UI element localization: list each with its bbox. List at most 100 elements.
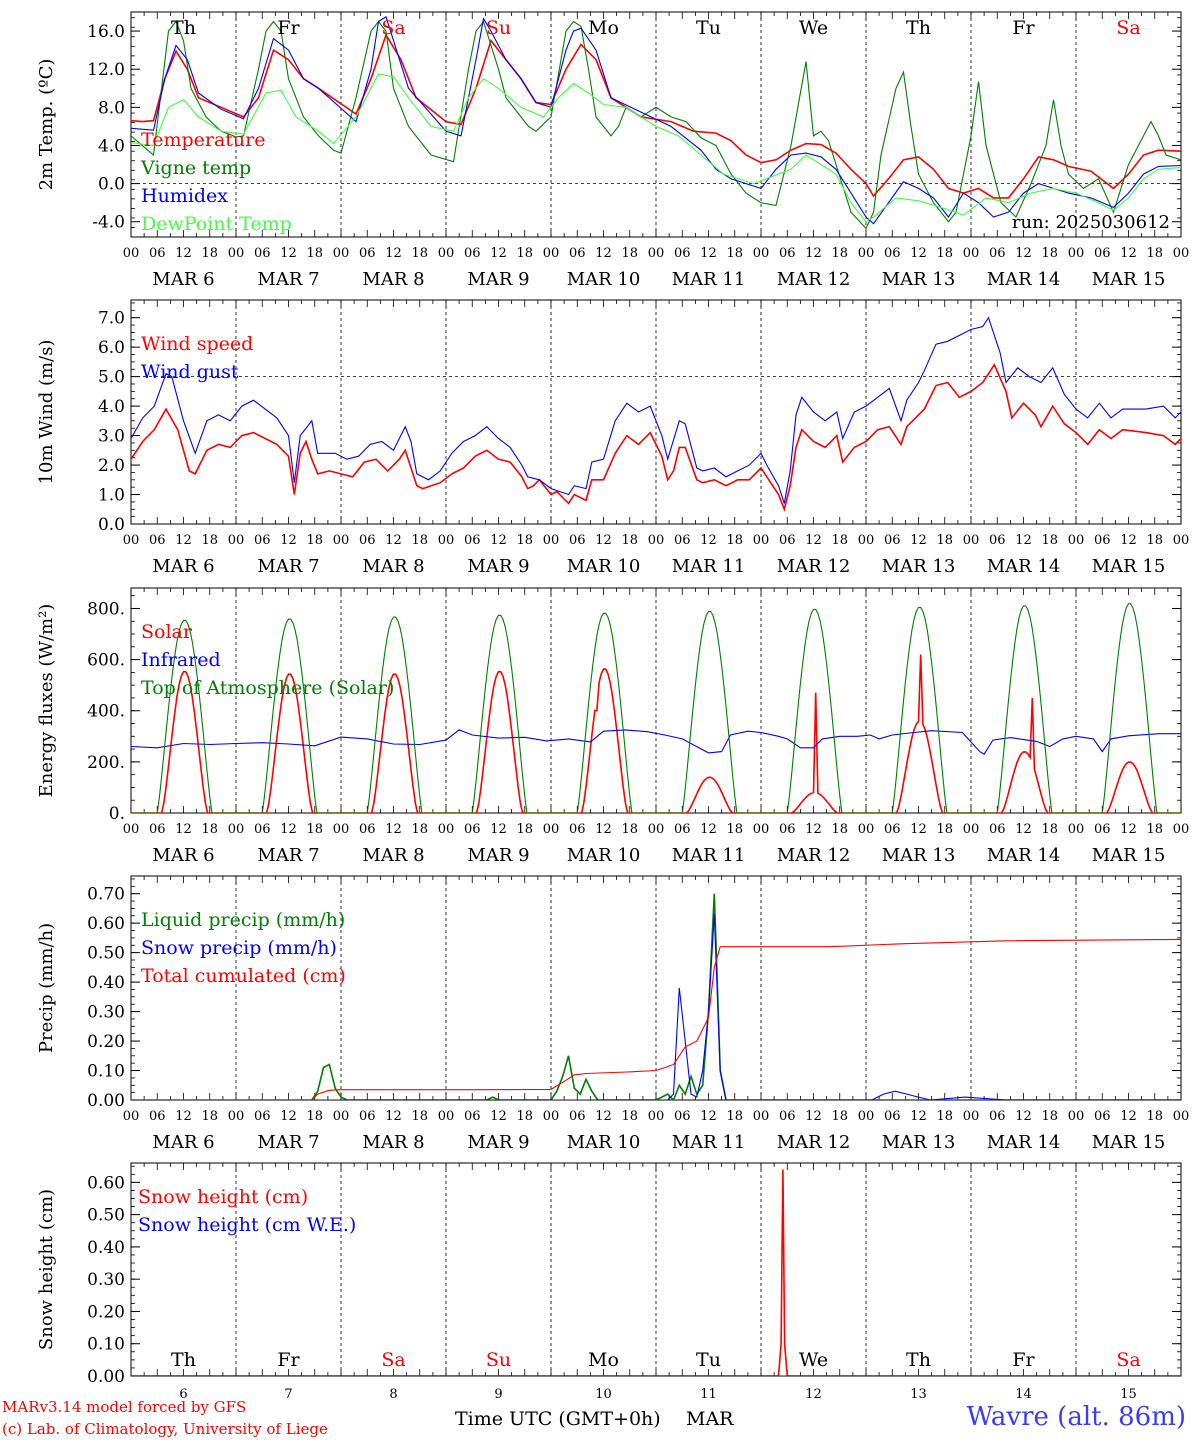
hour-tick-label: 12 [1120,822,1137,837]
hour-tick-label: 12 [910,246,927,261]
date-label: MAR 6 [152,845,214,866]
hour-tick-label: 12 [175,533,192,548]
hour-tick-label: 06 [254,246,271,261]
hour-tick-label: 00 [963,822,980,837]
hour-tick-label: 18 [936,246,953,261]
hour-tick-label: 12 [1120,533,1137,548]
station-name: Wavre (alt. 86m) [966,1402,1186,1432]
hour-tick-label: 06 [254,533,271,548]
hour-tick-label: 18 [831,822,848,837]
y-tick-label: 0.30 [87,1003,125,1023]
hour-tick-label: 00 [123,246,140,261]
hour-tick-label: 00 [438,1109,455,1124]
hour-tick-label: 00 [858,246,875,261]
hour-tick-label: 00 [1173,533,1190,548]
hour-tick-label: 12 [385,533,402,548]
date-label: MAR 12 [777,845,851,866]
legend-entry: Total cumulated (cm) [141,965,346,987]
panel-4: 0.00 0.10 0.20 0.30 0.40 0.50 0.60 0.70 Precip (… [36,875,1189,1153]
hour-tick-label: 18 [726,822,743,837]
hour-tick-label: 18 [411,822,428,837]
hour-tick-label: 00 [858,533,875,548]
run-label: run: 2025030612 [1012,212,1170,233]
hour-tick-label: 06 [674,822,691,837]
date-label: MAR 11 [672,845,746,866]
y-tick-label: 0.20 [87,1302,125,1322]
hour-tick-label: 06 [779,1109,796,1124]
hour-tick-label: 12 [280,246,297,261]
y-tick-label: 0.20 [87,1032,125,1052]
hour-tick-label: 12 [280,533,297,548]
y-axis-label: Snow height (cm) [36,1189,57,1350]
hour-tick-label: 18 [621,246,638,261]
day-number-label: 9 [494,1387,502,1402]
series-line-1 [131,914,1181,1100]
hour-tick-label: 00 [648,533,665,548]
date-label: MAR 8 [362,845,424,866]
panel-1: -4.0 0.0 4.0 8.0 12.0 16.0 2m Temp. (ºC) 00 06 12… [36,11,1189,290]
hour-tick-label: 00 [123,533,140,548]
y-tick-label: 0.0 [98,175,125,195]
legend-entry: Snow height (cm W.E.) [138,1214,356,1236]
date-label: MAR 15 [1092,269,1166,290]
legend-entry: Wind speed [141,333,253,355]
weekday-label: Su [486,1349,511,1371]
hour-tick-label: 18 [411,533,428,548]
hour-tick-label: 18 [306,533,323,548]
legend-entry: Humidex [141,185,228,207]
hour-tick-label: 18 [1146,822,1163,837]
y-tick-label: 0.50 [87,1206,125,1226]
panel-5: 0.00 0.10 0.20 0.30 0.40 0.50 0.60 Snow height … [36,1162,1182,1387]
hour-tick-label: 06 [779,822,796,837]
hour-tick-label: 18 [1041,1109,1058,1124]
date-label: MAR 14 [987,1132,1061,1153]
series-line-0 [131,654,1181,813]
legend-entry: Solar [141,621,193,643]
hour-tick-label: 12 [490,822,507,837]
hour-tick-label: 00 [1173,822,1190,837]
y-tick-label: 1.0 [98,486,125,506]
hour-tick-label: 06 [1094,533,1111,548]
hour-tick-label: 00 [963,246,980,261]
date-label: MAR 7 [257,556,319,577]
legend-entry: Temperature [141,129,265,151]
date-label: MAR 13 [882,845,956,866]
hour-tick-label: 06 [884,822,901,837]
weekday-label: Sa [1116,1349,1140,1371]
hour-tick-label: 18 [831,246,848,261]
x-axis-month: MAR [686,1408,734,1430]
hour-tick-label: 06 [149,1109,166,1124]
y-tick-label: 8.0 [98,98,125,118]
y-tick-label: 5.0 [98,368,125,388]
hour-tick-label: 18 [516,246,533,261]
day-number-label: 15 [1120,1387,1137,1402]
plot-frame [130,299,1182,525]
hour-tick-label: 00 [963,533,980,548]
y-tick-label: 0.50 [87,944,125,964]
hour-tick-label: 06 [569,246,586,261]
hour-tick-label: 12 [595,246,612,261]
hour-tick-label: 06 [989,246,1006,261]
hour-tick-label: 06 [1094,822,1111,837]
weekday-label: Tu [696,1349,721,1371]
hour-tick-label: 18 [726,246,743,261]
y-tick-label: 12.0 [87,60,125,80]
y-tick-label: 0.60 [87,914,125,934]
plot-frame [130,587,1182,814]
hour-tick-label: 06 [464,246,481,261]
weekday-label: Sa [1116,17,1140,39]
hour-tick-label: 06 [989,1109,1006,1124]
hour-tick-label: 12 [1120,1109,1137,1124]
hour-tick-label: 18 [306,1109,323,1124]
hour-tick-label: 00 [333,533,350,548]
hour-tick-label: 12 [805,822,822,837]
hour-tick-label: 00 [1068,533,1085,548]
y-tick-label: 0.10 [87,1062,125,1082]
date-label: MAR 10 [567,269,641,290]
hour-tick-label: 00 [858,822,875,837]
weekday-label: We [799,1349,828,1371]
date-label: MAR 12 [777,1132,851,1153]
hour-tick-label: 00 [543,822,560,837]
hour-tick-label: 06 [149,246,166,261]
hour-tick-label: 06 [359,1109,376,1124]
